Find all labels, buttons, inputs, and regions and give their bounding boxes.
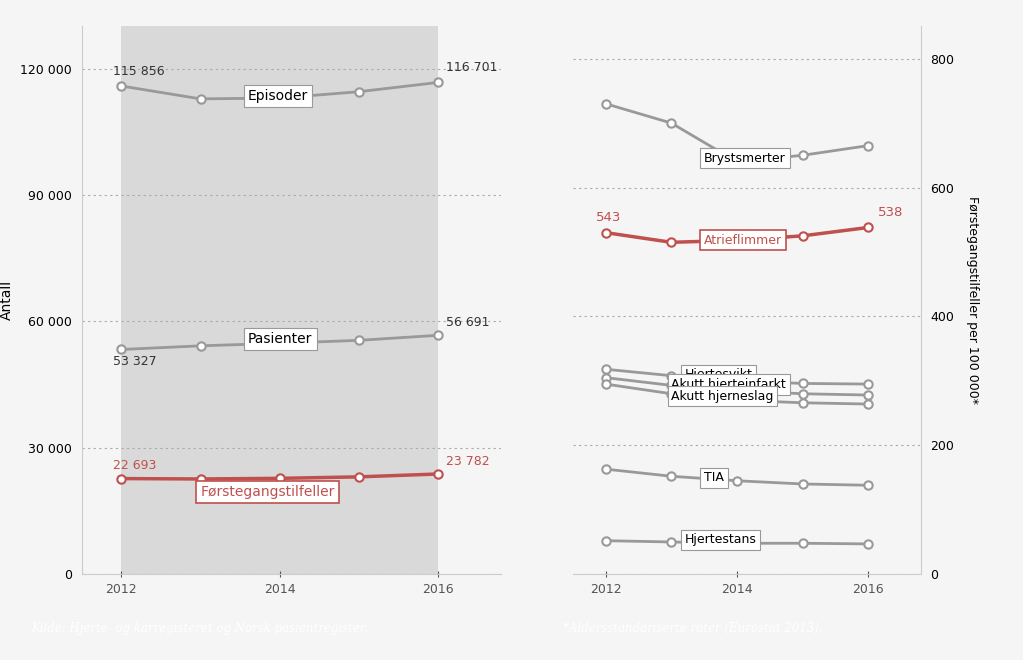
Text: Akutt hjerteinfarkt: Akutt hjerteinfarkt (671, 378, 786, 391)
Text: Episoder: Episoder (248, 89, 308, 103)
Text: Hjertesvikt: Hjertesvikt (684, 368, 752, 381)
Text: Kilde: Hjerte- og karregisteret og Norsk pasientregister.: Kilde: Hjerte- og karregisteret og Norsk… (31, 622, 367, 636)
Text: 22 693: 22 693 (114, 459, 157, 473)
Y-axis label: Antall: Antall (0, 280, 13, 320)
Y-axis label: Førstegangstilfeller per 100 000*: Førstegangstilfeller per 100 000* (966, 196, 979, 405)
Text: 115 856: 115 856 (114, 65, 165, 78)
Text: 53 327: 53 327 (114, 356, 158, 368)
Text: *Aldersstandariserte rater (Eurostat 2013).: *Aldersstandariserte rater (Eurostat 201… (563, 622, 822, 636)
Text: TIA: TIA (704, 471, 724, 484)
Text: Akutt hjerneslag: Akutt hjerneslag (671, 389, 773, 403)
Bar (122, 26, 438, 574)
Text: Hjertestans: Hjertestans (684, 533, 756, 546)
Text: 23 782: 23 782 (446, 455, 489, 468)
Text: 543: 543 (595, 211, 621, 224)
Text: Brystsmerter: Brystsmerter (704, 152, 786, 165)
Text: 538: 538 (878, 206, 903, 219)
Text: Atrieflimmer: Atrieflimmer (704, 234, 783, 247)
Text: 116 701: 116 701 (446, 61, 497, 74)
Text: 56 691: 56 691 (446, 316, 489, 329)
Text: Førstegangstilfeller: Førstegangstilfeller (201, 485, 335, 499)
Text: Pasienter: Pasienter (248, 332, 312, 347)
